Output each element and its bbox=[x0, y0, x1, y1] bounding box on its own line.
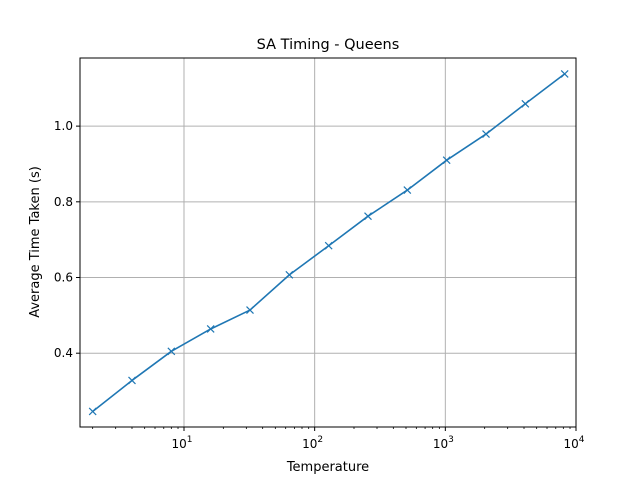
data-point-marker bbox=[403, 186, 412, 195]
marker-stroke bbox=[364, 212, 372, 221]
marker-stroke bbox=[324, 241, 333, 250]
x-tick-label: 101 bbox=[171, 435, 192, 451]
data-point-marker bbox=[167, 347, 176, 356]
marker-stroke bbox=[88, 407, 97, 416]
y-tick-label: 0.4 bbox=[54, 346, 73, 360]
y-axis-ticks: 0.4 0.6 0.8 1.0 bbox=[54, 119, 80, 360]
data-point-marker bbox=[285, 270, 294, 279]
x-tick-label: 102 bbox=[302, 435, 323, 451]
y-tick-label: 1.0 bbox=[54, 119, 73, 133]
marker-stroke bbox=[403, 186, 412, 195]
data-point-marker bbox=[521, 99, 530, 108]
data-point-marker bbox=[442, 156, 451, 165]
x-axis-label: Temperature bbox=[286, 460, 369, 475]
chart-title: SA Timing - Queens bbox=[257, 37, 400, 53]
marker-stroke bbox=[521, 99, 530, 108]
marker-stroke bbox=[246, 306, 254, 314]
x-tick-label: 103 bbox=[433, 435, 454, 451]
data-point-marker bbox=[560, 69, 569, 78]
marker-stroke bbox=[206, 325, 215, 333]
x-tick-label: 104 bbox=[563, 435, 584, 451]
data-point-marker bbox=[246, 306, 254, 314]
y-axis-label: Average Time Taken (s) bbox=[28, 166, 43, 318]
data-point-marker bbox=[88, 407, 97, 416]
data-point-marker bbox=[324, 241, 333, 250]
data-point-marker bbox=[482, 130, 490, 138]
plot-frame bbox=[79, 57, 577, 428]
marker-stroke bbox=[128, 376, 136, 385]
data-point-marker bbox=[364, 212, 372, 221]
marker-stroke bbox=[560, 69, 569, 78]
y-tick-label: 0.6 bbox=[54, 271, 73, 285]
marker-stroke bbox=[167, 347, 176, 356]
data-point-marker bbox=[128, 376, 136, 385]
x-axis-ticks: 101 102 103 104 bbox=[92, 427, 585, 451]
data-point-marker bbox=[206, 325, 215, 333]
marker-stroke bbox=[285, 270, 294, 279]
series-layer bbox=[88, 69, 569, 416]
marker-stroke bbox=[442, 156, 451, 165]
y-tick-label: 0.8 bbox=[54, 195, 73, 209]
marker-stroke bbox=[482, 130, 490, 138]
